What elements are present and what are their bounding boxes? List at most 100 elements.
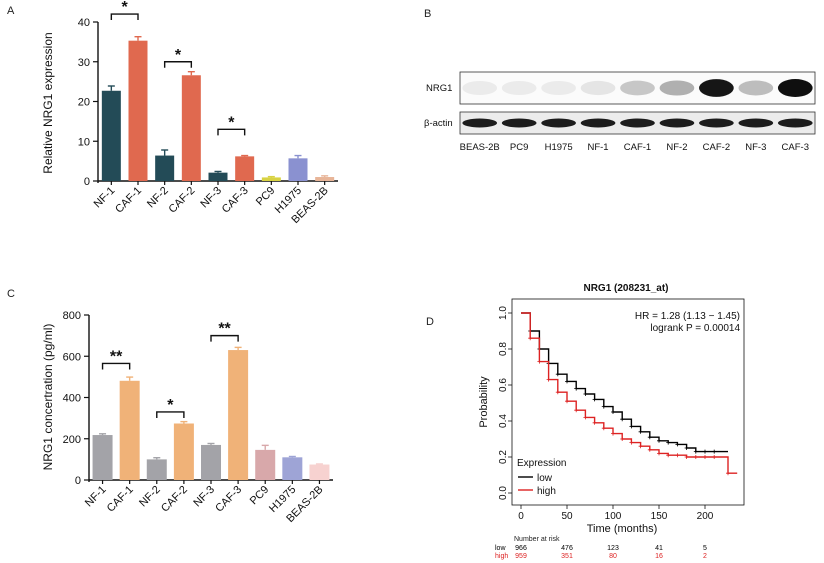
censor-mark bbox=[666, 440, 671, 445]
y-tick-label: 0.6 bbox=[498, 378, 509, 392]
censor-mark bbox=[657, 438, 661, 443]
y-tick-label: 800 bbox=[63, 310, 81, 322]
significance-star: ** bbox=[218, 321, 231, 338]
y-tick-label: 40 bbox=[78, 17, 90, 29]
km-logrank: logrank P = 0.00014 bbox=[650, 323, 740, 334]
censor-mark bbox=[528, 336, 533, 341]
risk-count: 959 bbox=[515, 553, 527, 560]
y-axis-title-a: Relative NRG1 expression bbox=[41, 32, 55, 173]
censor-mark bbox=[629, 440, 634, 445]
bar bbox=[235, 156, 255, 181]
lane-label: CAF-2 bbox=[703, 142, 730, 153]
lane-label: PC9 bbox=[510, 142, 528, 153]
y-tick-label: 200 bbox=[63, 434, 81, 446]
blot-band bbox=[620, 118, 655, 128]
bar bbox=[92, 435, 113, 480]
bar bbox=[181, 75, 201, 181]
blot-band bbox=[541, 80, 576, 96]
x-tick-label: 50 bbox=[561, 511, 573, 522]
risk-count: 966 bbox=[515, 545, 527, 552]
risk-count: 476 bbox=[561, 545, 573, 552]
censor-mark bbox=[611, 431, 615, 436]
significance-bracket bbox=[217, 128, 246, 136]
censor-mark bbox=[555, 372, 560, 377]
bar bbox=[173, 423, 194, 480]
km-x-axis-title: Time (months) bbox=[587, 523, 658, 535]
km-y-axis-title: Probability bbox=[478, 376, 490, 428]
censor-mark bbox=[675, 453, 680, 458]
censor-mark bbox=[693, 449, 698, 454]
panel-letter-b: B bbox=[424, 8, 431, 20]
bar bbox=[101, 90, 121, 181]
censor-mark bbox=[565, 379, 569, 384]
km-hr: HR = 1.28 (1.13 − 1.45) bbox=[635, 311, 740, 322]
blot-band bbox=[777, 118, 813, 128]
x-tick-label: 100 bbox=[605, 511, 622, 522]
bar bbox=[315, 177, 335, 181]
y-tick-label: 20 bbox=[78, 97, 90, 109]
censor-mark bbox=[583, 415, 588, 420]
bar bbox=[282, 457, 303, 480]
blot-band bbox=[738, 80, 774, 96]
blot-band bbox=[580, 118, 616, 128]
significance-bracket bbox=[101, 362, 131, 370]
censor-mark bbox=[647, 435, 652, 440]
lane-label: NF-2 bbox=[666, 142, 687, 153]
km-legend-high-label: high bbox=[537, 486, 556, 497]
censor-mark bbox=[647, 447, 652, 452]
censor-mark bbox=[675, 442, 680, 447]
x-tick-label: CAF-2 bbox=[166, 185, 197, 216]
risk-table-header: Number at risk bbox=[514, 536, 560, 543]
censor-mark bbox=[601, 404, 606, 409]
bar-chart-a: Relative NRG1 expression 010203040NF-1CA… bbox=[41, 0, 338, 226]
censor-mark bbox=[601, 426, 606, 431]
blot-band bbox=[462, 118, 498, 128]
lane-label: CAF-3 bbox=[782, 142, 809, 153]
risk-count: 2 bbox=[703, 553, 707, 560]
blot-band bbox=[699, 79, 734, 97]
censor-mark bbox=[620, 437, 625, 441]
bar bbox=[228, 350, 249, 480]
panel-letter-a: A bbox=[7, 5, 15, 17]
censor-mark bbox=[611, 410, 615, 414]
panel-letter-c: C bbox=[7, 288, 15, 300]
censor-mark bbox=[657, 451, 661, 456]
censor-mark bbox=[555, 390, 560, 395]
censor-mark bbox=[537, 359, 542, 364]
blot-row-label-actin: β-actin bbox=[424, 118, 453, 129]
risk-count: 80 bbox=[609, 553, 617, 560]
x-tick-label: CAF-3 bbox=[220, 185, 251, 216]
x-tick-label: CAF-3 bbox=[213, 484, 244, 515]
y-tick-label: 1.0 bbox=[498, 306, 509, 320]
western-blot: NRG1 β-actin BEAS-2B PC9 H1975 NF-1 CAF-1 NF-… bbox=[424, 71, 816, 153]
censor-mark bbox=[684, 446, 689, 450]
significance-bracket bbox=[110, 13, 139, 21]
y-axis-title-c: NRG1 concertration (pg/ml) bbox=[41, 324, 55, 471]
bar bbox=[119, 380, 140, 480]
km-curve-high bbox=[521, 312, 738, 474]
y-tick-label: 0 bbox=[75, 475, 81, 487]
censor-mark bbox=[638, 444, 643, 449]
bar bbox=[255, 449, 276, 480]
blot-row-label-nrg1: NRG1 bbox=[426, 83, 452, 94]
y-tick-label: 400 bbox=[63, 393, 81, 405]
censor-mark bbox=[620, 417, 625, 422]
censor-mark bbox=[703, 449, 707, 454]
bar bbox=[208, 172, 228, 181]
censor-mark bbox=[583, 392, 588, 396]
blot-band bbox=[541, 118, 576, 128]
y-tick-label: 0.0 bbox=[498, 486, 509, 500]
y-tick-label: 0.2 bbox=[498, 450, 509, 464]
blot-band bbox=[738, 118, 774, 128]
censor-mark bbox=[574, 386, 579, 391]
censor-mark bbox=[592, 397, 597, 402]
x-tick-label: 150 bbox=[651, 511, 668, 522]
risk-count: 351 bbox=[561, 553, 573, 560]
significance-bracket bbox=[210, 334, 239, 342]
significance-star: * bbox=[175, 47, 182, 64]
bar bbox=[146, 459, 167, 480]
bar bbox=[128, 40, 148, 182]
censor-mark bbox=[684, 455, 689, 459]
censor-mark bbox=[726, 471, 730, 476]
lane-label: CAF-1 bbox=[624, 142, 651, 153]
